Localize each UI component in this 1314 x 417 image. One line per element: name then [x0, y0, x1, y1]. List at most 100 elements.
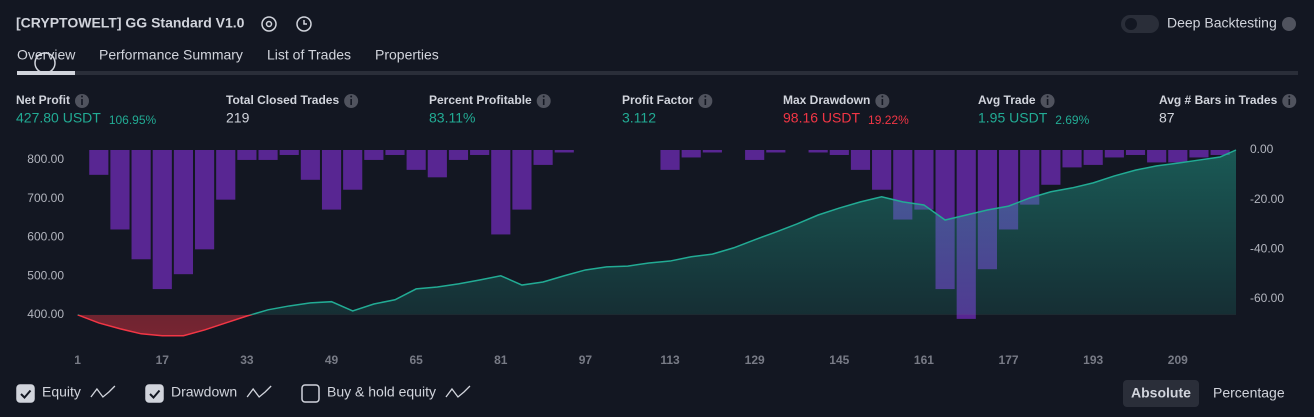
drawdown-bar	[173, 150, 194, 275]
x-tick-label: 17	[156, 353, 170, 367]
alert-icon[interactable]	[296, 16, 312, 32]
drawdown-bar	[258, 150, 278, 160]
drawdown-bar	[427, 150, 447, 178]
info-icon-dot	[81, 95, 83, 98]
metric-label: Net Profit	[16, 93, 70, 107]
legend-label: Buy & hold equity	[327, 384, 436, 400]
metric-value: 87	[1159, 110, 1175, 126]
info-icon-dot	[542, 95, 545, 98]
drawdown-bar	[702, 150, 722, 153]
y-tick-label: 800.00	[27, 152, 64, 166]
drawdown-bar	[533, 150, 553, 165]
metric-label: Total Closed Trades	[226, 93, 339, 107]
strategy-title: [CRYPTOWELT] GG Standard V1.0	[16, 15, 245, 31]
info-icon-dot	[881, 95, 884, 98]
drawdown-bar	[89, 150, 109, 175]
drawdown-bar	[808, 150, 828, 153]
metric-label: Avg Trade	[978, 93, 1036, 107]
metric-value: 1.95 USDT	[978, 110, 1048, 126]
button-bg[interactable]	[1123, 380, 1199, 407]
drawdown-bar	[512, 150, 532, 210]
metric-label: Percent Profitable	[429, 93, 532, 107]
legend-label: Drawdown	[171, 384, 237, 400]
checkmark	[20, 389, 32, 399]
checkmark	[149, 389, 161, 399]
metric-extra: 2.69%	[1055, 113, 1089, 127]
drawdown-bar	[829, 150, 849, 155]
drawdown-bar	[364, 150, 384, 160]
x-tick-label: 145	[829, 353, 849, 367]
toggle-button[interactable]: Absolute	[1131, 385, 1191, 401]
drawdown-bar	[1168, 150, 1188, 163]
drawdown-bar	[470, 150, 490, 155]
drawdown-bar	[850, 150, 871, 170]
tab[interactable]: Overview	[17, 47, 76, 63]
settings-icon[interactable]	[261, 16, 277, 32]
drawdown-bar	[1189, 150, 1209, 158]
tab[interactable]: List of Trades	[267, 47, 351, 63]
x-tick-label: 49	[325, 353, 339, 367]
x-tick-label: 65	[409, 353, 423, 367]
drawdown-bar	[131, 150, 151, 260]
drawdown-bar	[1125, 150, 1146, 155]
drawdown-bar	[872, 150, 892, 190]
x-tick-label: 161	[914, 353, 934, 367]
y2-tick-label: -20.00	[1250, 192, 1284, 206]
checkbox[interactable]	[16, 384, 35, 403]
toggle-label: Deep Backtesting	[1167, 15, 1277, 31]
legend-label: Equity	[42, 384, 81, 400]
metric-value: 3.112	[622, 110, 656, 126]
info-icon-dot	[350, 95, 353, 98]
tab[interactable]: Performance Summary	[99, 47, 243, 63]
equity-area	[77, 150, 1236, 315]
metric-value: 83.11%	[429, 110, 475, 126]
y-tick-label: 400.00	[27, 307, 64, 321]
toggle-button[interactable]: Percentage	[1213, 385, 1285, 401]
drawdown-bar	[110, 150, 130, 230]
drawdown-bar	[279, 150, 299, 155]
x-tick-label: 129	[745, 353, 765, 367]
drawdown-bar	[914, 150, 934, 210]
legend-icon	[246, 385, 272, 398]
y2-tick-label: -60.00	[1250, 291, 1284, 305]
metric-extra: 19.22%	[868, 113, 909, 127]
y2-tick-label: 0.00	[1250, 142, 1274, 156]
metric-label: Max Drawdown	[783, 93, 870, 107]
cursor	[34, 52, 56, 74]
drawdown-bar	[1020, 150, 1040, 205]
y-tick-label: 600.00	[27, 230, 64, 244]
drawdown-bar	[300, 150, 320, 180]
metric-value: 98.16 USDT	[783, 110, 860, 126]
x-tick-label: 193	[1083, 353, 1103, 367]
drawdown-bar	[237, 150, 257, 160]
equity-area-loss	[77, 314, 251, 336]
drawdown-bar	[152, 150, 172, 290]
checkbox[interactable]	[301, 384, 320, 403]
metric-extra: 106.95%	[109, 113, 157, 127]
metric-value: 427.80 USDT	[16, 110, 101, 126]
drawdown-bar	[1041, 150, 1061, 185]
drawdown-bar	[766, 150, 786, 153]
drawdown-bar	[1147, 150, 1167, 163]
tab[interactable]: Properties	[375, 47, 439, 63]
y2-tick-label: -40.00	[1250, 242, 1284, 256]
drawdown-bar	[1104, 150, 1124, 158]
drawdown-bar	[195, 150, 215, 250]
drawdown-bar	[681, 150, 701, 158]
metric-label: Profit Factor	[622, 93, 694, 107]
drawdown-bar	[1083, 150, 1103, 165]
x-tick-label: 177	[999, 353, 1019, 367]
toggle-knob	[1125, 18, 1137, 30]
help-icon[interactable]	[1282, 17, 1296, 31]
drawdown-bar	[745, 150, 765, 160]
checkbox[interactable]	[145, 384, 164, 403]
drawdown-bar	[1062, 150, 1082, 168]
x-tick-label: 209	[1168, 353, 1188, 367]
drawdown-bar	[448, 150, 469, 160]
drawdown-bar	[406, 150, 426, 170]
x-tick-label: 81	[494, 353, 508, 367]
metric-label: Avg # Bars in Trades	[1159, 93, 1278, 107]
x-tick-label: 33	[240, 353, 254, 367]
info-icon-dot	[1288, 95, 1291, 98]
x-tick-label: 113	[660, 353, 680, 367]
